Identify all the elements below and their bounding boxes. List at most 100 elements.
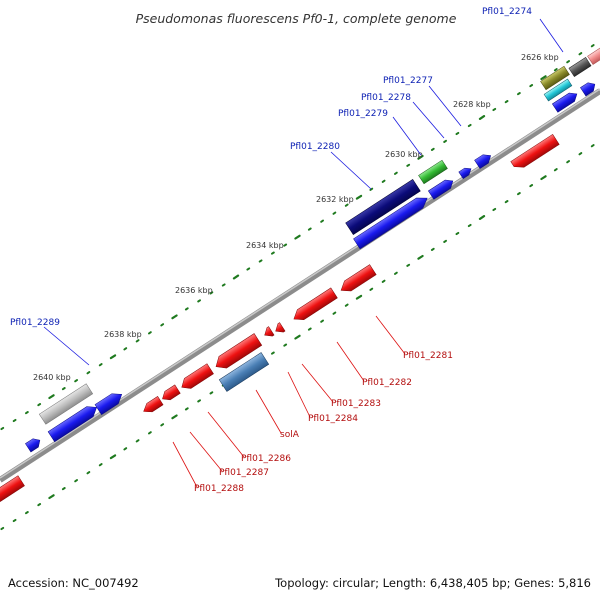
gene-label[interactable]: Pfl01_2284: [308, 414, 358, 424]
genome-backbone-highlight: [0, 88, 600, 479]
scale-tick: [320, 319, 324, 323]
gene-label[interactable]: Pfl01_2283: [331, 399, 381, 409]
scale-tick: [406, 263, 411, 267]
gene-label[interactable]: Pfl01_2282: [362, 378, 412, 388]
gene-arrow[interactable]: [580, 80, 597, 97]
scale-tick: [478, 215, 486, 220]
gene-arrow[interactable]: [353, 193, 431, 250]
scale-tick: [417, 254, 424, 260]
gene-label[interactable]: Pfl01_2278: [361, 93, 411, 103]
scale-tick: [369, 187, 374, 191]
scale-tick: [123, 347, 128, 351]
scale-tick: [417, 154, 424, 160]
feature-block[interactable]: [543, 78, 573, 102]
gene-arrow[interactable]: [25, 436, 42, 453]
gene-arrow[interactable]: [262, 326, 275, 340]
scale-tick: [148, 431, 152, 435]
feature-block[interactable]: [587, 47, 600, 65]
gene-arrow[interactable]: [94, 389, 125, 416]
gene-arrow[interactable]: [338, 264, 377, 296]
gene-arrow[interactable]: [291, 287, 338, 324]
scale-tick: [478, 114, 486, 121]
gene-arrow[interactable]: [178, 363, 214, 393]
gene-arrow[interactable]: [141, 396, 164, 415]
scale-tick: [455, 131, 460, 136]
scale-tick: [332, 311, 337, 315]
scale-tick: [135, 439, 140, 443]
gene-label[interactable]: Pfl01_2277: [383, 76, 433, 86]
gene-arrow[interactable]: [510, 134, 560, 171]
feature-block[interactable]: [568, 57, 592, 77]
scale-tick: [344, 303, 349, 307]
forward-strand-features: [25, 47, 600, 453]
scale-tick: [283, 243, 288, 247]
gene-label[interactable]: Pfl01_2279: [338, 109, 388, 119]
feature-block[interactable]: [540, 65, 570, 91]
scale-tick: [184, 307, 189, 311]
scale-tick: [578, 152, 583, 156]
scale-tick: [307, 327, 312, 331]
scale-tick: [455, 231, 460, 236]
gene-arrow[interactable]: [0, 475, 25, 506]
scale-tick: [553, 68, 558, 72]
gene-label[interactable]: Pfl01_2289: [10, 318, 60, 328]
gene-arrow[interactable]: [212, 333, 263, 373]
gene-label[interactable]: Pfl01_2280: [290, 142, 340, 152]
scale-tick: [381, 279, 386, 283]
gene-label[interactable]: Pfl01_2281: [403, 351, 453, 361]
scale-tick: [590, 44, 595, 48]
scale-label: 2630 kbp: [385, 150, 423, 159]
scale-tick: [566, 60, 570, 64]
gene-arrow[interactable]: [273, 322, 286, 336]
gene-label[interactable]: Pfl01_2288: [194, 484, 244, 494]
scale-tick: [37, 403, 42, 407]
scale-tick: [12, 418, 17, 423]
scale-tick: [148, 331, 152, 335]
feature-block-steel[interactable]: [218, 352, 270, 392]
feature-block[interactable]: [418, 159, 448, 185]
gene-arrow[interactable]: [474, 151, 494, 169]
scale-tick: [307, 227, 312, 231]
gene-arrow[interactable]: [160, 384, 181, 403]
scale-tick: [430, 147, 435, 151]
scale-tick: [294, 234, 301, 240]
scale-tick: [86, 471, 91, 475]
scale-tick: [160, 423, 165, 427]
scale-tick: [98, 363, 103, 367]
scale-label: 2632 kbp: [316, 195, 354, 204]
scale-tick: [74, 379, 78, 383]
scale-tick: [61, 487, 66, 491]
gene-label[interactable]: Pfl01_2286: [241, 454, 291, 464]
scale-tick: [381, 179, 386, 183]
genome-backbone: [0, 88, 600, 483]
scale-label: 2626 kbp: [521, 53, 559, 62]
scale-tick: [171, 414, 178, 420]
accession-text: Accession: NC_007492: [8, 576, 139, 590]
gene-arrow[interactable]: [428, 177, 455, 200]
gene-label[interactable]: solA: [280, 430, 300, 440]
scale-tick: [443, 239, 447, 243]
scale-tick: [48, 494, 55, 500]
gene-label[interactable]: Pfl01_2274: [482, 7, 532, 17]
scale-tick: [517, 192, 521, 196]
gene-label[interactable]: Pfl01_2287: [219, 468, 269, 478]
scale-tick: [98, 463, 103, 467]
scale-tick: [246, 267, 251, 271]
scale-tick: [492, 207, 497, 212]
scale-tick: [37, 503, 42, 507]
scale-tick: [135, 339, 140, 343]
feature-block-navy[interactable]: [345, 178, 421, 236]
scale-tick: [540, 175, 547, 181]
gene-arrow[interactable]: [458, 165, 473, 179]
scale-label: 2638 kbp: [104, 330, 142, 339]
scale-tick: [540, 75, 547, 81]
gene-arrow[interactable]: [552, 90, 579, 113]
gene-arrow[interactable]: [47, 402, 100, 443]
scale-tick: [271, 251, 275, 255]
scale-tick: [160, 323, 165, 327]
feature-block-gray[interactable]: [38, 383, 94, 425]
scale-tick: [344, 203, 349, 207]
scale-tick: [86, 371, 91, 375]
scale-tick: [332, 211, 337, 215]
scale-tick: [355, 194, 363, 200]
